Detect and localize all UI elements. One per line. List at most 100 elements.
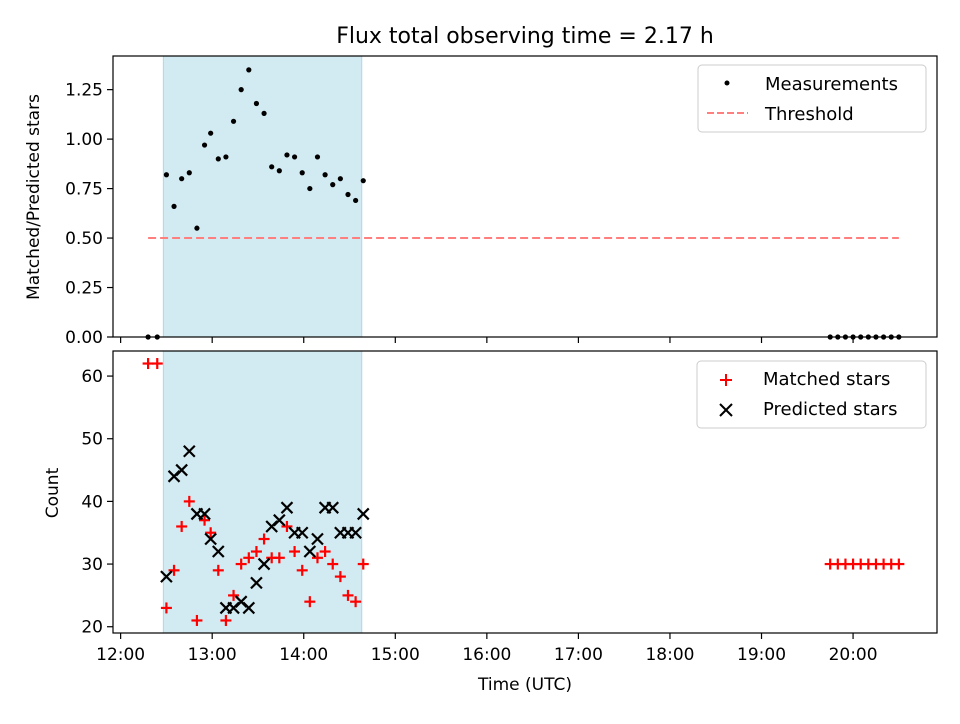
bottom-x-tick-label: 18:00 xyxy=(645,645,694,665)
predicted-star-point xyxy=(311,532,324,546)
measurement-point xyxy=(246,67,252,73)
legend-measurements-marker xyxy=(724,80,730,86)
measurement-point xyxy=(314,154,321,160)
measurement-point xyxy=(215,156,221,162)
matched-star-point xyxy=(311,552,323,564)
bottom-x-tick-label: 12:00 xyxy=(96,645,145,665)
measurement-point xyxy=(238,87,244,93)
x-axis-label: Time (UTC) xyxy=(477,675,572,695)
legend-measurements-label: Measurements xyxy=(765,74,898,95)
matched-star-point xyxy=(357,558,369,570)
predicted-star-stroke xyxy=(280,501,294,514)
bottom-y-tick-label: 40 xyxy=(81,492,103,512)
bottom-axes-frame xyxy=(112,350,938,634)
matched-star-point xyxy=(151,358,163,370)
measurement-point xyxy=(337,176,343,182)
matched-star-point xyxy=(281,520,293,532)
bottom-y-tick-label: 20 xyxy=(81,618,103,638)
predicted-star-point xyxy=(356,507,370,521)
matched-star-point xyxy=(342,589,354,601)
bottom-panel: 20 30 40 50 60 12:00 13:00 14:00 15:00 16:00 17:0… xyxy=(43,350,938,695)
predicted-star-stroke xyxy=(198,507,211,521)
predicted-star-stroke xyxy=(234,595,248,608)
bottom-x-ticks: 12:00 13:00 14:00 15:00 16:00 17:00 18:00 19:00… xyxy=(96,633,878,665)
top-y-tick-label: 0.50 xyxy=(65,229,103,249)
measurement-point xyxy=(291,154,298,160)
top-y-tick-label: 1.00 xyxy=(65,130,103,150)
predicted-star-point xyxy=(175,463,188,477)
measurement-point xyxy=(230,118,237,124)
measurement-point xyxy=(261,110,267,116)
top-y-tick-label: 1.25 xyxy=(65,81,103,101)
bottom-y-tick-label: 50 xyxy=(81,430,103,450)
top-y-tick-label: 0.25 xyxy=(65,279,103,299)
bottom-x-tick-label: 19:00 xyxy=(737,645,786,665)
predicted-star-point xyxy=(326,501,340,514)
predicted-star-stroke xyxy=(356,507,370,521)
predicted-star-point xyxy=(212,545,225,558)
matched-star-point xyxy=(334,571,346,583)
matched-star-point xyxy=(250,546,262,558)
top-legend: Measurements Threshold xyxy=(697,64,927,133)
predicted-star-stroke xyxy=(295,526,309,540)
measurement-point xyxy=(179,176,185,182)
bottom-x-tick-label: 13:00 xyxy=(188,645,237,665)
predicted-star-stroke xyxy=(175,463,188,477)
matched-star-point xyxy=(289,546,301,558)
predicted-star-stroke xyxy=(326,501,340,514)
bottom-x-tick-label: 15:00 xyxy=(371,645,420,665)
bottom-x-tick-label: 17:00 xyxy=(554,645,603,665)
legend-threshold-label: Threshold xyxy=(764,104,854,125)
measurement-point xyxy=(269,164,275,170)
legend-predicted-marker xyxy=(719,403,733,417)
top-legend-box xyxy=(697,64,927,133)
bottom-observing-interval xyxy=(162,350,363,634)
legend-matched-marker xyxy=(720,374,732,386)
chart-title: Flux total observing time = 2.17 h xyxy=(336,24,714,49)
measurement-point xyxy=(353,197,359,204)
bottom-x-tick-label: 14:00 xyxy=(279,645,328,665)
matched-star-point xyxy=(191,614,203,626)
matched-star-point xyxy=(228,589,240,601)
legend-matched-label: Matched stars xyxy=(763,369,890,390)
predicted-star-stroke xyxy=(349,526,362,540)
predicted-star-stroke xyxy=(311,532,324,546)
predicted-star-point xyxy=(349,526,362,540)
measurement-point xyxy=(163,172,170,178)
matched-star-point xyxy=(273,552,285,564)
top-y-axis-label: Matched/Predicted stars xyxy=(24,94,44,300)
matched-star-point xyxy=(893,558,905,570)
predicted-star-stroke xyxy=(257,557,271,571)
measurement-point xyxy=(171,203,177,209)
measurement-point xyxy=(360,178,366,184)
top-y-tick-label: 0.75 xyxy=(65,180,103,200)
matched-star-point xyxy=(220,614,232,626)
bottom-y-axis-label: Count xyxy=(43,467,63,518)
predicted-star-point xyxy=(250,576,263,590)
measurement-point xyxy=(299,170,305,176)
predicted-star-point xyxy=(303,545,317,558)
bottom-x-tick-label: 16:00 xyxy=(462,645,511,665)
matched-star-point xyxy=(258,533,270,545)
top-y-ticks: 0.00 0.25 0.50 0.75 1.00 1.25 xyxy=(65,81,113,348)
predicted-star-stroke xyxy=(160,570,173,583)
top-y-tick-label: 0.00 xyxy=(65,328,103,348)
measurement-point xyxy=(345,191,351,198)
measurement-point xyxy=(253,100,260,107)
measurement-point xyxy=(330,182,336,188)
predicted-star-point xyxy=(204,532,217,546)
bottom-y-ticks: 20 30 40 50 60 xyxy=(81,367,113,638)
matched-star-point xyxy=(304,596,316,608)
measurement-point xyxy=(284,152,290,158)
predicted-star-point xyxy=(160,570,173,583)
top-observing-interval xyxy=(162,55,363,338)
bottom-legend: Matched stars Predicted stars xyxy=(696,360,927,429)
predicted-star-point xyxy=(295,526,309,540)
measurement-point xyxy=(322,172,328,178)
top-axes-frame xyxy=(112,55,938,338)
top-x-ticks xyxy=(120,337,854,343)
bottom-marks xyxy=(142,358,905,626)
predicted-star-stroke xyxy=(250,576,263,590)
matched-star-point xyxy=(205,527,217,539)
matched-star-point xyxy=(243,552,255,564)
